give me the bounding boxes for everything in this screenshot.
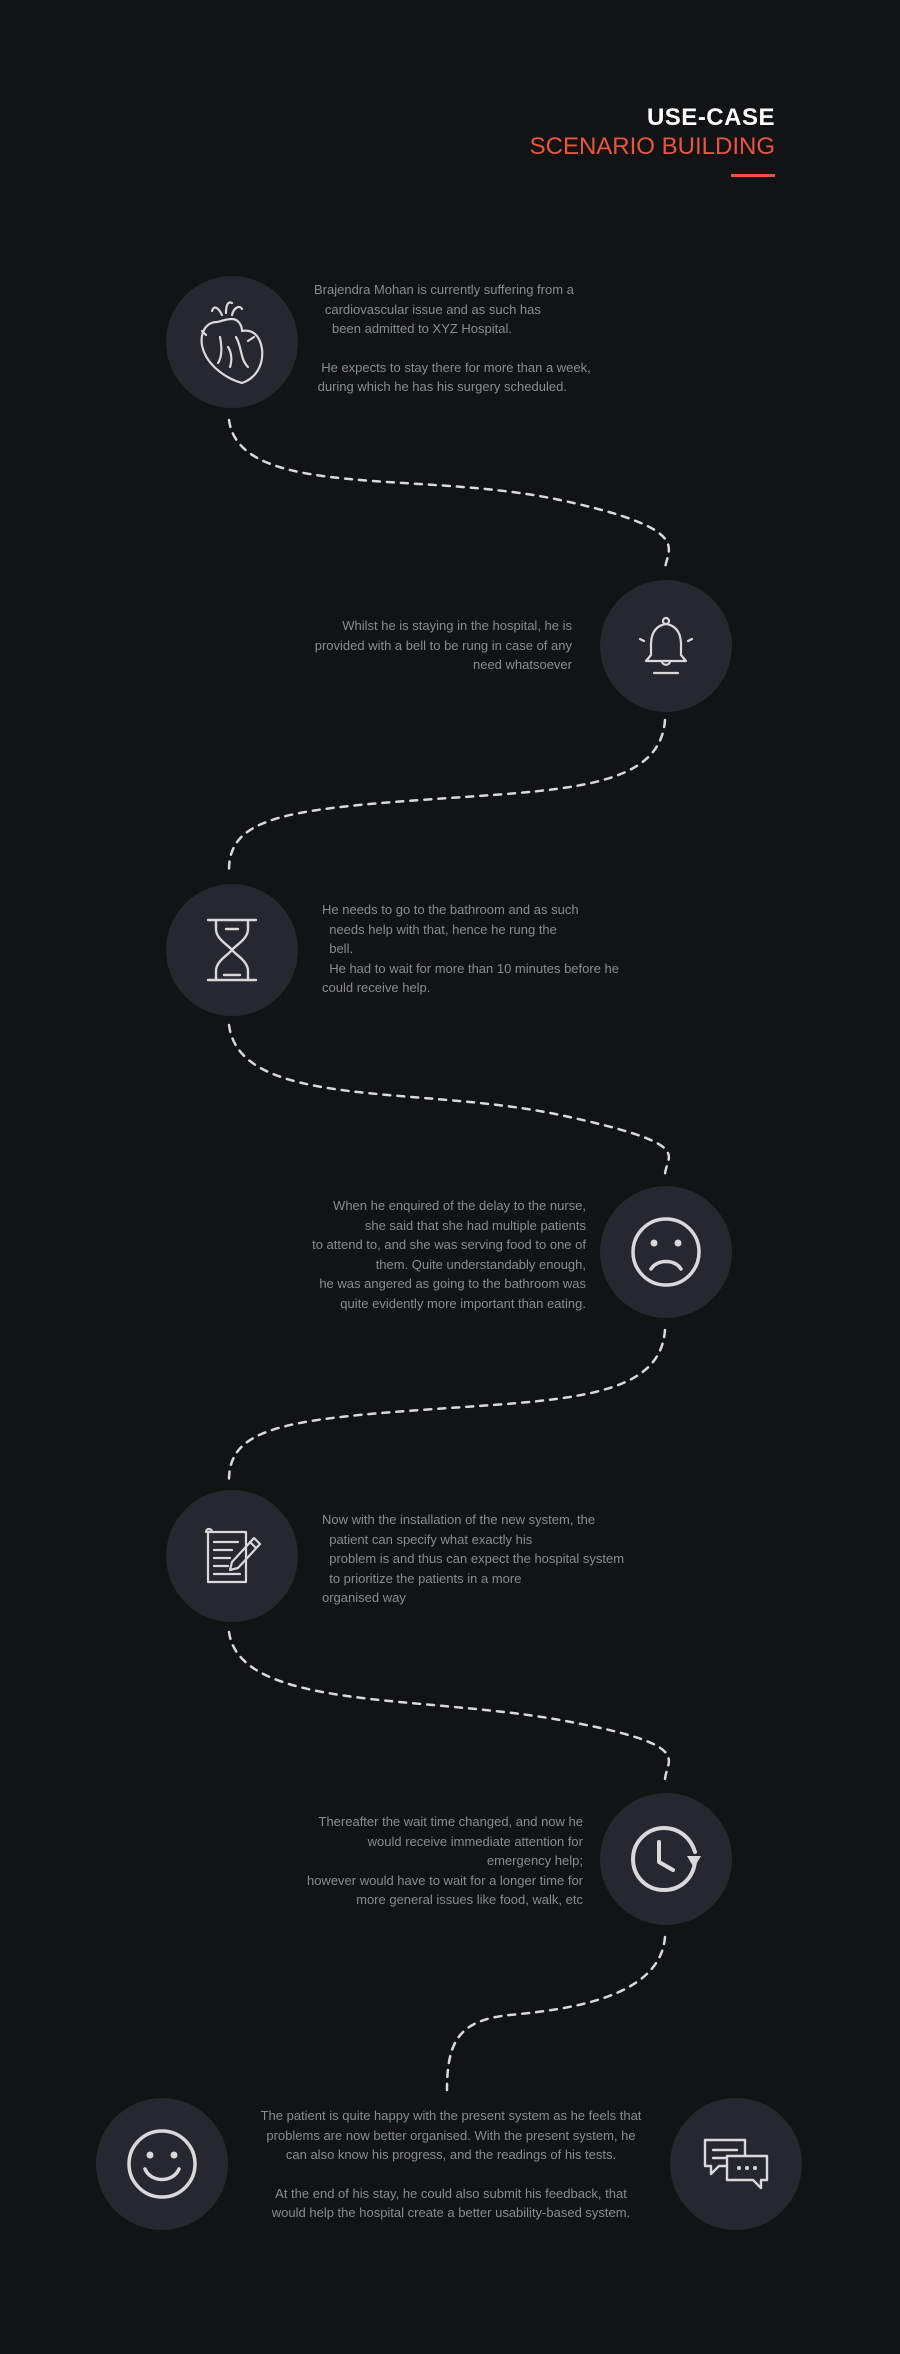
- step-6-paragraph-1: Thereafter the wait time changed, and no…: [306, 1814, 583, 1907]
- step-6-text: Thereafter the wait time changed, and no…: [307, 1812, 583, 1910]
- step-7-text: The patient is quite happy with the pres…: [251, 2106, 651, 2223]
- page-title: USE-CASE: [646, 104, 775, 131]
- smiley-face-icon: [127, 2129, 197, 2199]
- header: USE-CASE SCENARIO BUILDING: [530, 104, 775, 162]
- chat-bubbles-icon: [703, 2138, 769, 2190]
- document-pen-icon: [204, 1527, 262, 1584]
- circle-step-2: [600, 580, 732, 712]
- circle-feedback: [670, 2098, 802, 2230]
- circle-step-4: [600, 1186, 732, 1318]
- step-2-text: Whilst he is staying in the hospital, he…: [315, 616, 572, 675]
- heart-icon: [200, 301, 264, 385]
- page-subtitle: SCENARIO BUILDING: [529, 133, 775, 160]
- clock-refresh-icon: [631, 1826, 701, 1892]
- step-3-text: He needs to go to the bathroom and as su…: [322, 900, 619, 998]
- step-1-paragraph-1: Brajendra Mohan is currently suffering f…: [314, 282, 574, 336]
- circle-step-6: [600, 1793, 732, 1925]
- step-7-paragraph-2: At the end of his stay, he could also su…: [271, 2185, 631, 2221]
- step-5-text: Now with the installation of the new sys…: [322, 1510, 624, 1608]
- circle-step-7: [96, 2098, 228, 2230]
- step-5-paragraph-1: Now with the installation of the new sys…: [322, 1512, 625, 1605]
- circle-step-5: [166, 1490, 298, 1622]
- title-underline: [731, 174, 775, 177]
- step-3-paragraph-1: He needs to go to the bathroom and as su…: [322, 902, 620, 995]
- bell-icon: [638, 616, 694, 675]
- step-4-paragraph-1: When he enquired of the delay to the nur…: [312, 1198, 586, 1311]
- hourglass-icon: [206, 918, 258, 982]
- step-4-text: When he enquired of the delay to the nur…: [312, 1196, 586, 1313]
- step-1-text: Brajendra Mohan is currently suffering f…: [314, 280, 591, 397]
- step-7-paragraph-1: The patient is quite happy with the pres…: [260, 2108, 642, 2162]
- sad-face-icon: [631, 1217, 701, 1287]
- step-2-paragraph-1: Whilst he is staying in the hospital, he…: [314, 618, 572, 672]
- step-1-paragraph-2: He expects to stay there for more than a…: [317, 359, 591, 395]
- circle-step-3: [166, 884, 298, 1016]
- circle-step-1: [166, 276, 298, 408]
